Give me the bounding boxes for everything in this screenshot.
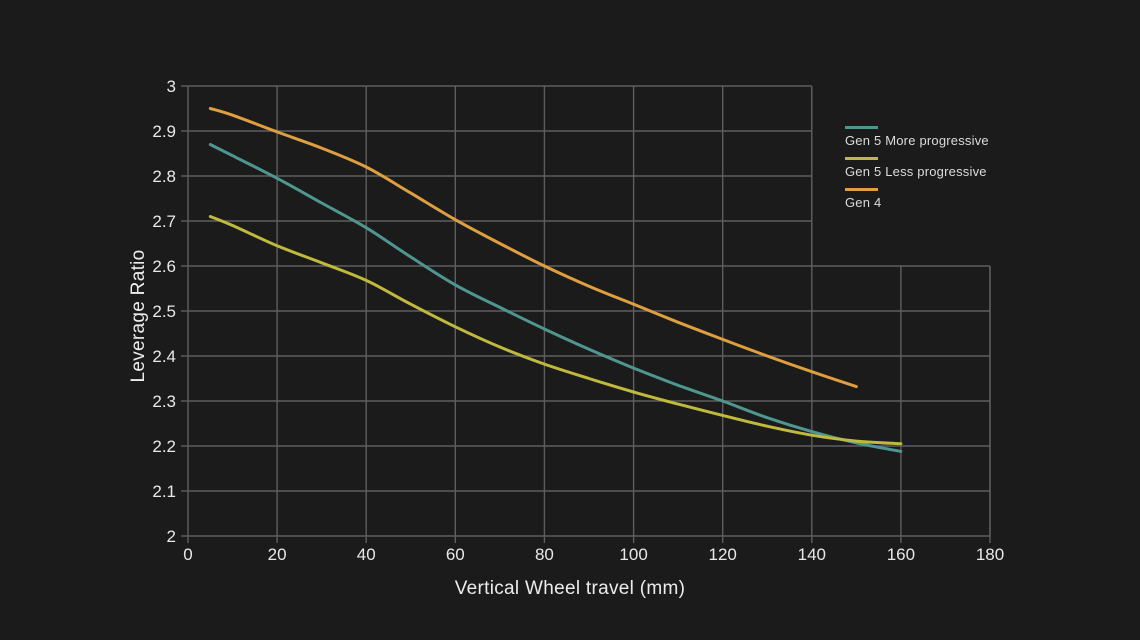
x-tick-label: 120 <box>709 545 737 564</box>
x-tick-label: 100 <box>619 545 647 564</box>
x-tick-label: 80 <box>535 545 554 564</box>
y-tick-label: 2.1 <box>152 482 176 501</box>
x-tick-label: 0 <box>183 545 192 564</box>
y-tick-label: 2.9 <box>152 122 176 141</box>
x-tick-label: 60 <box>446 545 465 564</box>
series-line-gen-4 <box>208 107 858 389</box>
x-tick-label: 140 <box>798 545 826 564</box>
y-axis-title: Leverage Ratio <box>128 249 149 383</box>
y-tick-label: 2.3 <box>152 392 176 411</box>
x-tick-label: 20 <box>268 545 287 564</box>
legend-swatch-gen5-less-progressive <box>845 157 878 160</box>
y-tick-label: 2.8 <box>152 167 176 186</box>
x-tick-label: 180 <box>976 545 1004 564</box>
legend-label-gen5-less-progressive: Gen 5 Less progressive <box>845 164 987 179</box>
legend: Gen 5 More progressive Gen 5 Less progre… <box>845 126 989 219</box>
legend-label-gen5-more-progressive: Gen 5 More progressive <box>845 133 989 148</box>
legend-item-gen5-less-progressive: Gen 5 Less progressive <box>845 157 989 179</box>
series-line-gen-5-more-progressive <box>208 143 903 453</box>
legend-item-gen5-more-progressive: Gen 5 More progressive <box>845 126 989 148</box>
x-tick-label: 40 <box>357 545 376 564</box>
x-tick-label: 160 <box>887 545 915 564</box>
series-line-gen-5-less-progressive <box>208 215 903 446</box>
y-tick-label: 2.6 <box>152 257 176 276</box>
legend-swatch-gen4 <box>845 188 878 191</box>
y-tick-label: 2.4 <box>152 347 176 366</box>
y-tick-label: 2.2 <box>152 437 176 456</box>
y-tick-label: 2.7 <box>152 212 176 231</box>
legend-swatch-gen5-more-progressive <box>845 126 878 129</box>
y-tick-label: 2 <box>167 527 176 546</box>
y-tick-label: 3 <box>167 77 176 96</box>
legend-item-gen4: Gen 4 <box>845 188 989 210</box>
y-tick-label: 2.5 <box>152 302 176 321</box>
legend-label-gen4: Gen 4 <box>845 195 882 210</box>
x-axis-title: Vertical Wheel travel (mm) <box>454 578 686 599</box>
